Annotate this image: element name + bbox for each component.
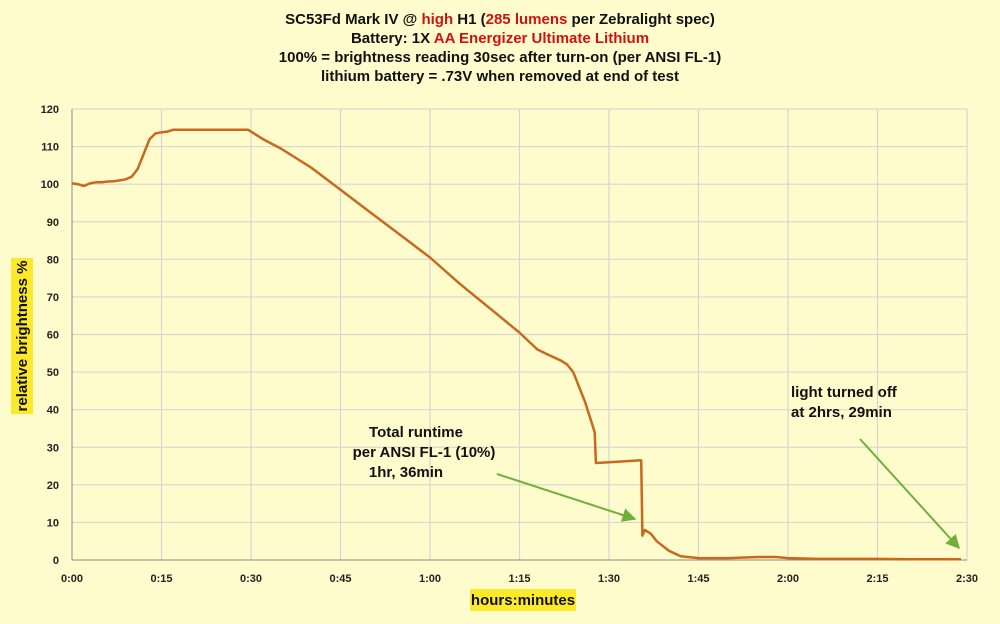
x-axis-label: hours:minutes (471, 592, 575, 609)
y-tick-label: 120 (41, 104, 59, 116)
x-tick-label: 1:00 (419, 573, 441, 585)
title-line: 100% = brightness reading 30sec after tu… (279, 49, 721, 66)
y-tick-label: 0 (53, 555, 59, 567)
x-tick-label: 0:45 (329, 573, 351, 585)
title-segment: SC53Fd Mark IV @ (285, 11, 421, 28)
y-tick-label: 30 (47, 442, 59, 454)
title-segment: Battery: 1X (351, 30, 434, 47)
title-segment: lithium battery = .73V when removed at e… (321, 68, 679, 85)
annotation-text: Total runtime (369, 424, 463, 441)
title-line: lithium battery = .73V when removed at e… (321, 68, 679, 85)
x-tick-label: 2:30 (956, 573, 978, 585)
y-tick-label: 110 (41, 142, 59, 154)
y-tick-label: 50 (47, 367, 59, 379)
title-line: Battery: 1X AA Energizer Ultimate Lithiu… (351, 30, 649, 47)
title-segment: H1 ( (453, 11, 486, 28)
title-segment: 285 lumens (486, 11, 568, 28)
grid (72, 108, 968, 560)
series-line (71, 128, 961, 561)
y-tick-label: 80 (47, 254, 59, 266)
x-tick-label: 1:30 (598, 573, 620, 585)
tick-labels: 0:00 0:15 0:30 0:45 1:00 1:15 1:30 1:45 2:00 2:15… (41, 104, 978, 585)
title-line: SC53Fd Mark IV @ high H1 (285 lumens per… (285, 11, 715, 28)
y-tick-label: 40 (47, 405, 59, 417)
y-tick-label: 100 (41, 179, 59, 191)
y-tick-label: 90 (47, 217, 59, 229)
y-tick-label: 60 (47, 330, 59, 342)
title-segment: per Zebralight spec) (567, 11, 715, 28)
annotation-arrow (859, 438, 960, 550)
x-tick-label: 2:00 (777, 573, 799, 585)
annotations: Total runtime per ANSI FL-1 (10%) 1hr, 36m… (353, 384, 960, 550)
series (71, 128, 961, 561)
annotation-text: at 2hrs, 29min (791, 404, 892, 421)
title-segment: AA Energizer Ultimate Lithium (434, 30, 649, 47)
x-tick-label: 0:30 (240, 573, 262, 585)
y-tick-label: 10 (47, 517, 59, 529)
y-axis-label: relative brightness % (14, 261, 31, 412)
title-segment: high (421, 11, 453, 28)
annotation-arrow (496, 473, 637, 522)
x-axis-title: hours:minutes (470, 589, 576, 611)
x-tick-label: 0:00 (61, 573, 83, 585)
annotation-text: per ANSI FL-1 (10%) (353, 444, 496, 461)
chart-title: SC53Fd Mark IV @ high H1 (285 lumens per… (279, 11, 721, 85)
y-axis-title-bg (11, 258, 33, 414)
title-segment: 100% = brightness reading 30sec after tu… (279, 49, 721, 66)
y-axis-title: relative brightness % (11, 258, 33, 414)
annotation-text: 1hr, 36min (369, 464, 443, 481)
x-tick-label: 1:45 (687, 573, 709, 585)
x-tick-label: 0:15 (150, 573, 172, 585)
x-axis-title-bg (470, 589, 576, 611)
x-tick-label: 2:15 (866, 573, 888, 585)
annotation-text: light turned off (791, 384, 898, 401)
y-tick-label: 20 (47, 480, 59, 492)
y-tick-label: 70 (47, 292, 59, 304)
x-tick-label: 1:15 (508, 573, 530, 585)
